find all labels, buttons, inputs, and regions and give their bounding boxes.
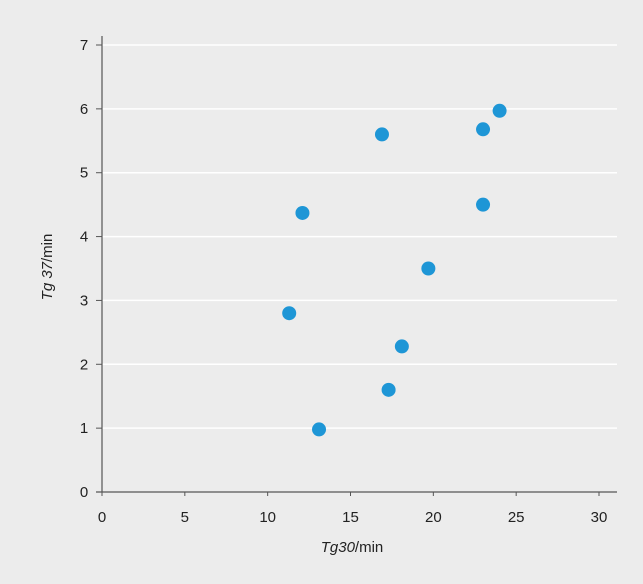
data-point <box>374 127 389 142</box>
x-tick-label: 15 <box>342 509 359 526</box>
data-point <box>421 261 436 276</box>
x-tick-label: 25 <box>508 509 525 526</box>
y-tick-label: 6 <box>80 101 88 118</box>
y-tick-label: 0 <box>80 484 88 501</box>
y-tick-label: 5 <box>80 165 88 182</box>
data-point <box>282 306 297 321</box>
y-tick-label: 2 <box>80 356 88 373</box>
x-tick-label: 5 <box>181 509 189 526</box>
data-point <box>312 422 327 437</box>
x-tick-label: 0 <box>98 509 106 526</box>
data-point <box>394 339 409 354</box>
y-axis-title-unit: /min <box>39 234 56 262</box>
y-axis-title: Tg 37/min <box>39 234 56 301</box>
y-tick-labels: 0 1 2 3 4 5 6 7 <box>80 37 88 501</box>
x-axis-title: Tg30/min <box>321 539 384 556</box>
data-point <box>381 382 396 397</box>
y-tick-label: 4 <box>80 229 88 246</box>
axes <box>96 36 617 496</box>
x-tick-label: 30 <box>591 509 608 526</box>
x-tick-labels: 0 5 10 15 20 25 30 <box>98 509 608 526</box>
gridlines <box>102 44 617 429</box>
y-tick-label: 1 <box>80 420 88 437</box>
y-axis-title-variable: Tg 37 <box>39 261 56 300</box>
x-axis-title-unit: /min <box>355 539 383 556</box>
x-tick-label: 20 <box>425 509 442 526</box>
y-tick-label: 7 <box>80 37 88 54</box>
data-point <box>476 197 491 212</box>
x-tick-label: 10 <box>259 509 276 526</box>
data-point <box>492 103 507 118</box>
data-point <box>476 122 491 137</box>
y-tick-label: 3 <box>80 292 88 309</box>
data-points <box>282 103 507 437</box>
data-point <box>295 205 310 220</box>
x-axis-title-variable: Tg30 <box>321 539 356 556</box>
